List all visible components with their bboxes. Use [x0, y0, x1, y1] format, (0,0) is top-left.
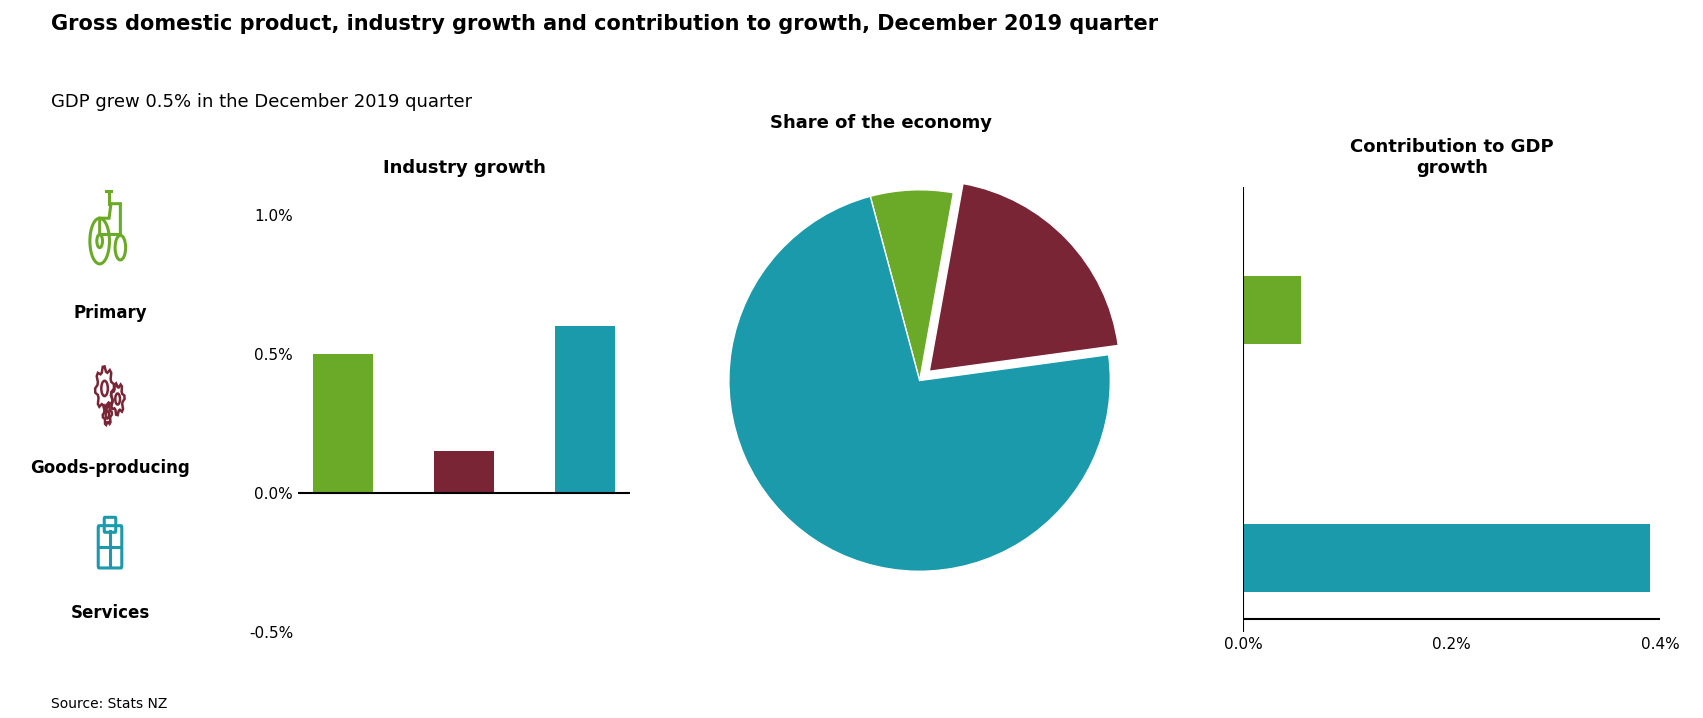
Wedge shape	[870, 190, 954, 381]
Bar	[313, 354, 373, 493]
Bar	[555, 326, 615, 493]
Text: Gross domestic product, industry growth and contribution to growth, December 201: Gross domestic product, industry growth …	[51, 14, 1158, 34]
Text: Source: Stats NZ: Source: Stats NZ	[51, 697, 167, 711]
Bar	[434, 451, 494, 493]
Title: Share of the economy: Share of the economy	[770, 114, 993, 132]
Bar	[1213, 400, 1243, 468]
Bar	[1243, 276, 1301, 345]
Text: Primary: Primary	[73, 304, 146, 322]
Bar	[1243, 523, 1650, 592]
Text: Services: Services	[70, 604, 150, 622]
Text: GDP grew 0.5% in the December 2019 quarter: GDP grew 0.5% in the December 2019 quart…	[51, 93, 472, 111]
Wedge shape	[930, 184, 1119, 371]
Title: Industry growth: Industry growth	[383, 159, 545, 177]
Title: Contribution to GDP
growth: Contribution to GDP growth	[1350, 138, 1553, 177]
Text: Goods-producing: Goods-producing	[31, 459, 191, 477]
Wedge shape	[729, 196, 1110, 572]
